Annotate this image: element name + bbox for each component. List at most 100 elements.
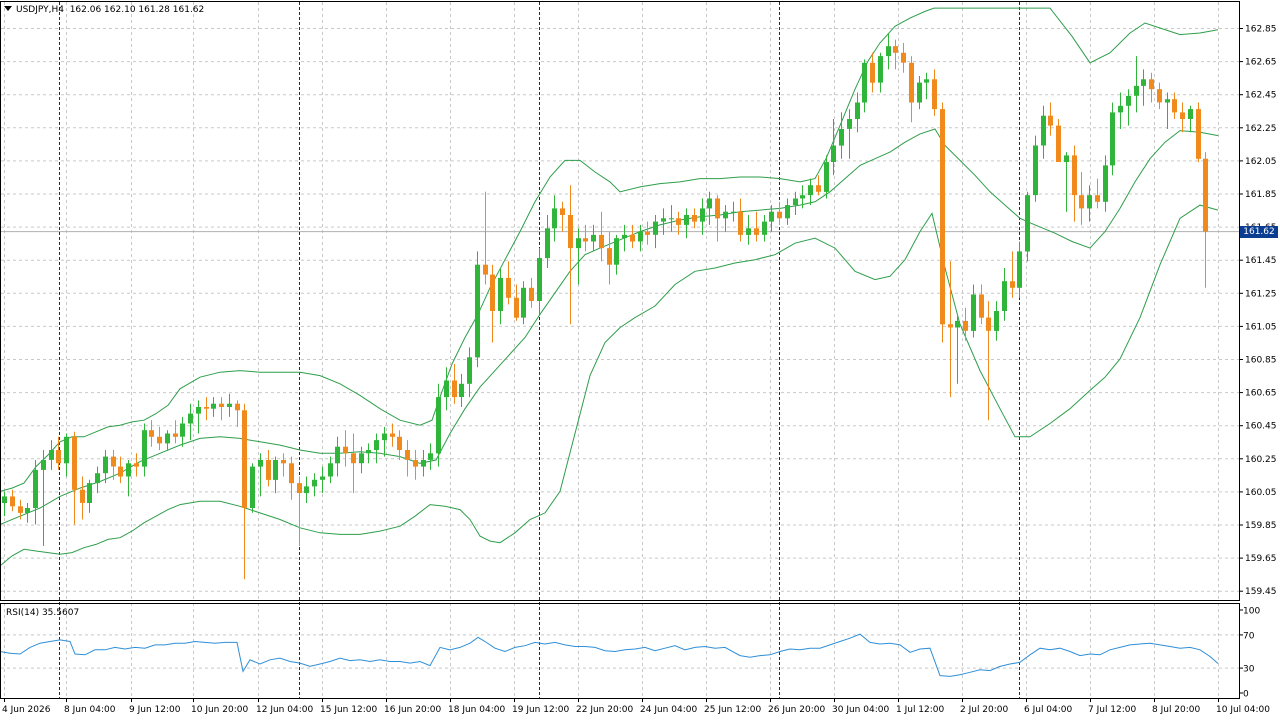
time-tick-label: 25 Jun 12:00 <box>704 705 761 715</box>
candle-bear <box>560 208 565 215</box>
candle-bull <box>614 238 619 265</box>
rsi-label: RSI(14) 35.5607 <box>6 608 80 618</box>
candle-bear <box>10 496 15 507</box>
price-tick-label: 161.45 <box>1245 256 1277 266</box>
candle-bear <box>219 403 224 407</box>
candle-bear <box>893 46 898 53</box>
candle-bull <box>211 403 216 409</box>
candle-bear <box>80 489 85 503</box>
time-tick-label: 8 Jun 04:00 <box>64 705 116 715</box>
candle-bull <box>227 403 232 407</box>
candle-bear <box>529 287 534 301</box>
candle-bull <box>1110 112 1115 166</box>
price-tick-label: 162.45 <box>1245 91 1277 101</box>
candle-bear <box>149 430 154 437</box>
candle-bear <box>1180 112 1185 119</box>
candle-bull <box>924 79 929 83</box>
symbol-label: USDJPY,H4 <box>16 5 64 15</box>
candle-bull <box>700 208 705 222</box>
candle-bull <box>545 228 550 259</box>
candle-bear <box>289 463 294 484</box>
collapse-triangle-icon[interactable] <box>4 6 12 11</box>
candle-bear <box>583 238 588 242</box>
time-axis[interactable]: 4 Jun 2026 8 Jun 04:00 9 Jun 12:00 10 Jun 2… <box>2 698 1270 715</box>
candle-bear <box>948 324 953 328</box>
candle-bull <box>64 436 69 464</box>
candle-bull <box>1141 79 1146 86</box>
ohlc-readout: 162.06 162.10 161.28 161.62 <box>69 5 205 15</box>
candle-bull <box>591 234 596 242</box>
time-tick-label: 10 Jul 04:00 <box>1216 705 1270 715</box>
price-tick-label: 159.65 <box>1245 554 1277 564</box>
candle-bear <box>607 248 612 265</box>
time-tick-label: 10 Jun 20:00 <box>191 705 248 715</box>
candle-bear <box>514 297 519 318</box>
candle-bear <box>452 380 457 398</box>
time-tick-label: 1 Jul 12:00 <box>896 705 945 715</box>
candle-bear <box>281 460 286 464</box>
candle-bull <box>886 46 891 57</box>
time-tick-label: 16 Jun 20:00 <box>384 705 441 715</box>
candle-bear <box>676 218 681 225</box>
candle-bull <box>855 102 860 119</box>
candle-bull <box>800 195 805 199</box>
candle-bull <box>2 496 7 503</box>
candle-bear <box>242 410 247 508</box>
candle-bull <box>1041 115 1046 146</box>
candle-bull <box>878 56 883 83</box>
candle-bear <box>235 403 240 411</box>
price-axis[interactable]: 162.85 162.65 162.45 162.25 162.05 161.85 161.… <box>1239 25 1277 598</box>
candle-bull <box>95 473 100 484</box>
candle-bear <box>1157 89 1162 103</box>
candle-bull <box>250 466 255 508</box>
candle-bull <box>421 460 426 467</box>
time-tick-label: 19 Jun 12:00 <box>512 705 569 715</box>
price-tick-label: 160.85 <box>1245 356 1277 366</box>
candle-bull <box>762 221 767 235</box>
candle-bear <box>1079 195 1084 209</box>
candle-bear <box>297 483 302 493</box>
candle-bear <box>390 433 395 437</box>
candle-bear <box>754 228 759 235</box>
candle-bear <box>1172 99 1177 113</box>
candle-bear <box>1095 195 1100 202</box>
candle-bull <box>312 479 317 487</box>
candle-bull <box>707 198 712 209</box>
time-tick-label: 4 Jun 2026 <box>2 705 51 715</box>
candle-bear <box>692 215 697 222</box>
candle-bull <box>746 228 751 235</box>
candle-bear <box>56 450 61 464</box>
candle-bull <box>49 450 54 460</box>
candle-bear <box>118 466 123 477</box>
candle-bull <box>196 407 201 414</box>
candle-bear <box>940 109 945 325</box>
price-tick-label: 161.05 <box>1245 322 1277 332</box>
candle-bull <box>366 450 371 454</box>
candle-bear <box>979 294 984 318</box>
candle-bear <box>599 234 604 249</box>
candle-bull <box>1118 105 1123 113</box>
candle-bull <box>436 397 441 454</box>
candle-bear <box>909 62 914 103</box>
candles <box>2 33 1208 580</box>
candle-bull <box>1188 109 1193 119</box>
grid <box>1 2 1239 698</box>
candle-bull <box>142 430 147 467</box>
candle-bull <box>785 205 790 219</box>
candle-bear <box>405 450 410 460</box>
candle-bear <box>1056 125 1061 162</box>
rsi-tick-label: 100 <box>1243 607 1260 617</box>
candle-bull <box>1134 85 1139 96</box>
price-tick-label: 160.25 <box>1245 455 1277 465</box>
candle-bear <box>111 456 116 467</box>
time-tick-label: 18 Jun 04:00 <box>448 705 505 715</box>
candle-bull <box>304 486 309 493</box>
price-tick-label: 161.25 <box>1245 289 1277 299</box>
candle-bear <box>901 52 906 63</box>
candle-bear <box>963 320 968 331</box>
candle-bull <box>258 460 263 467</box>
main-pane-border <box>0 1 1240 601</box>
bollinger-upper-band <box>0 7 1219 492</box>
